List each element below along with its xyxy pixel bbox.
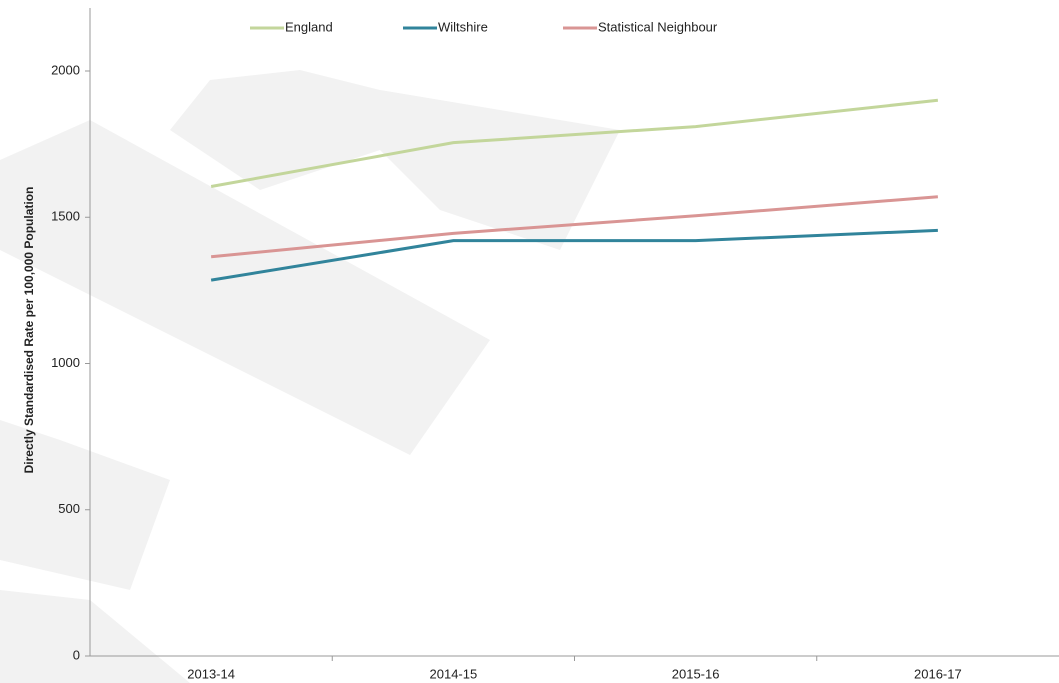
- x-tick-label: 2015-16: [672, 666, 720, 681]
- series-line: [210, 195, 938, 259]
- watermark: [0, 420, 170, 590]
- x-tick-label: 2014-15: [430, 666, 478, 681]
- y-tick-label: 0: [73, 647, 80, 662]
- x-tick-label: 2016-17: [914, 666, 962, 681]
- legend-label: England: [285, 19, 333, 34]
- y-tick-label: 1000: [51, 355, 80, 370]
- watermark: [0, 120, 490, 455]
- y-axis-label: Directly Standardised Rate per 100,000 P…: [22, 187, 36, 474]
- series-line: [210, 98, 939, 189]
- watermark: [0, 590, 190, 683]
- y-tick-label: 1500: [51, 209, 80, 224]
- watermark: [170, 70, 620, 250]
- x-tick-label: 2013-14: [187, 666, 235, 681]
- legend-label: Wiltshire: [438, 19, 488, 34]
- y-tick-label: 500: [58, 501, 80, 516]
- y-tick-label: 2000: [51, 62, 80, 77]
- series-line: [210, 228, 938, 282]
- legend-label: Statistical Neighbour: [598, 19, 718, 34]
